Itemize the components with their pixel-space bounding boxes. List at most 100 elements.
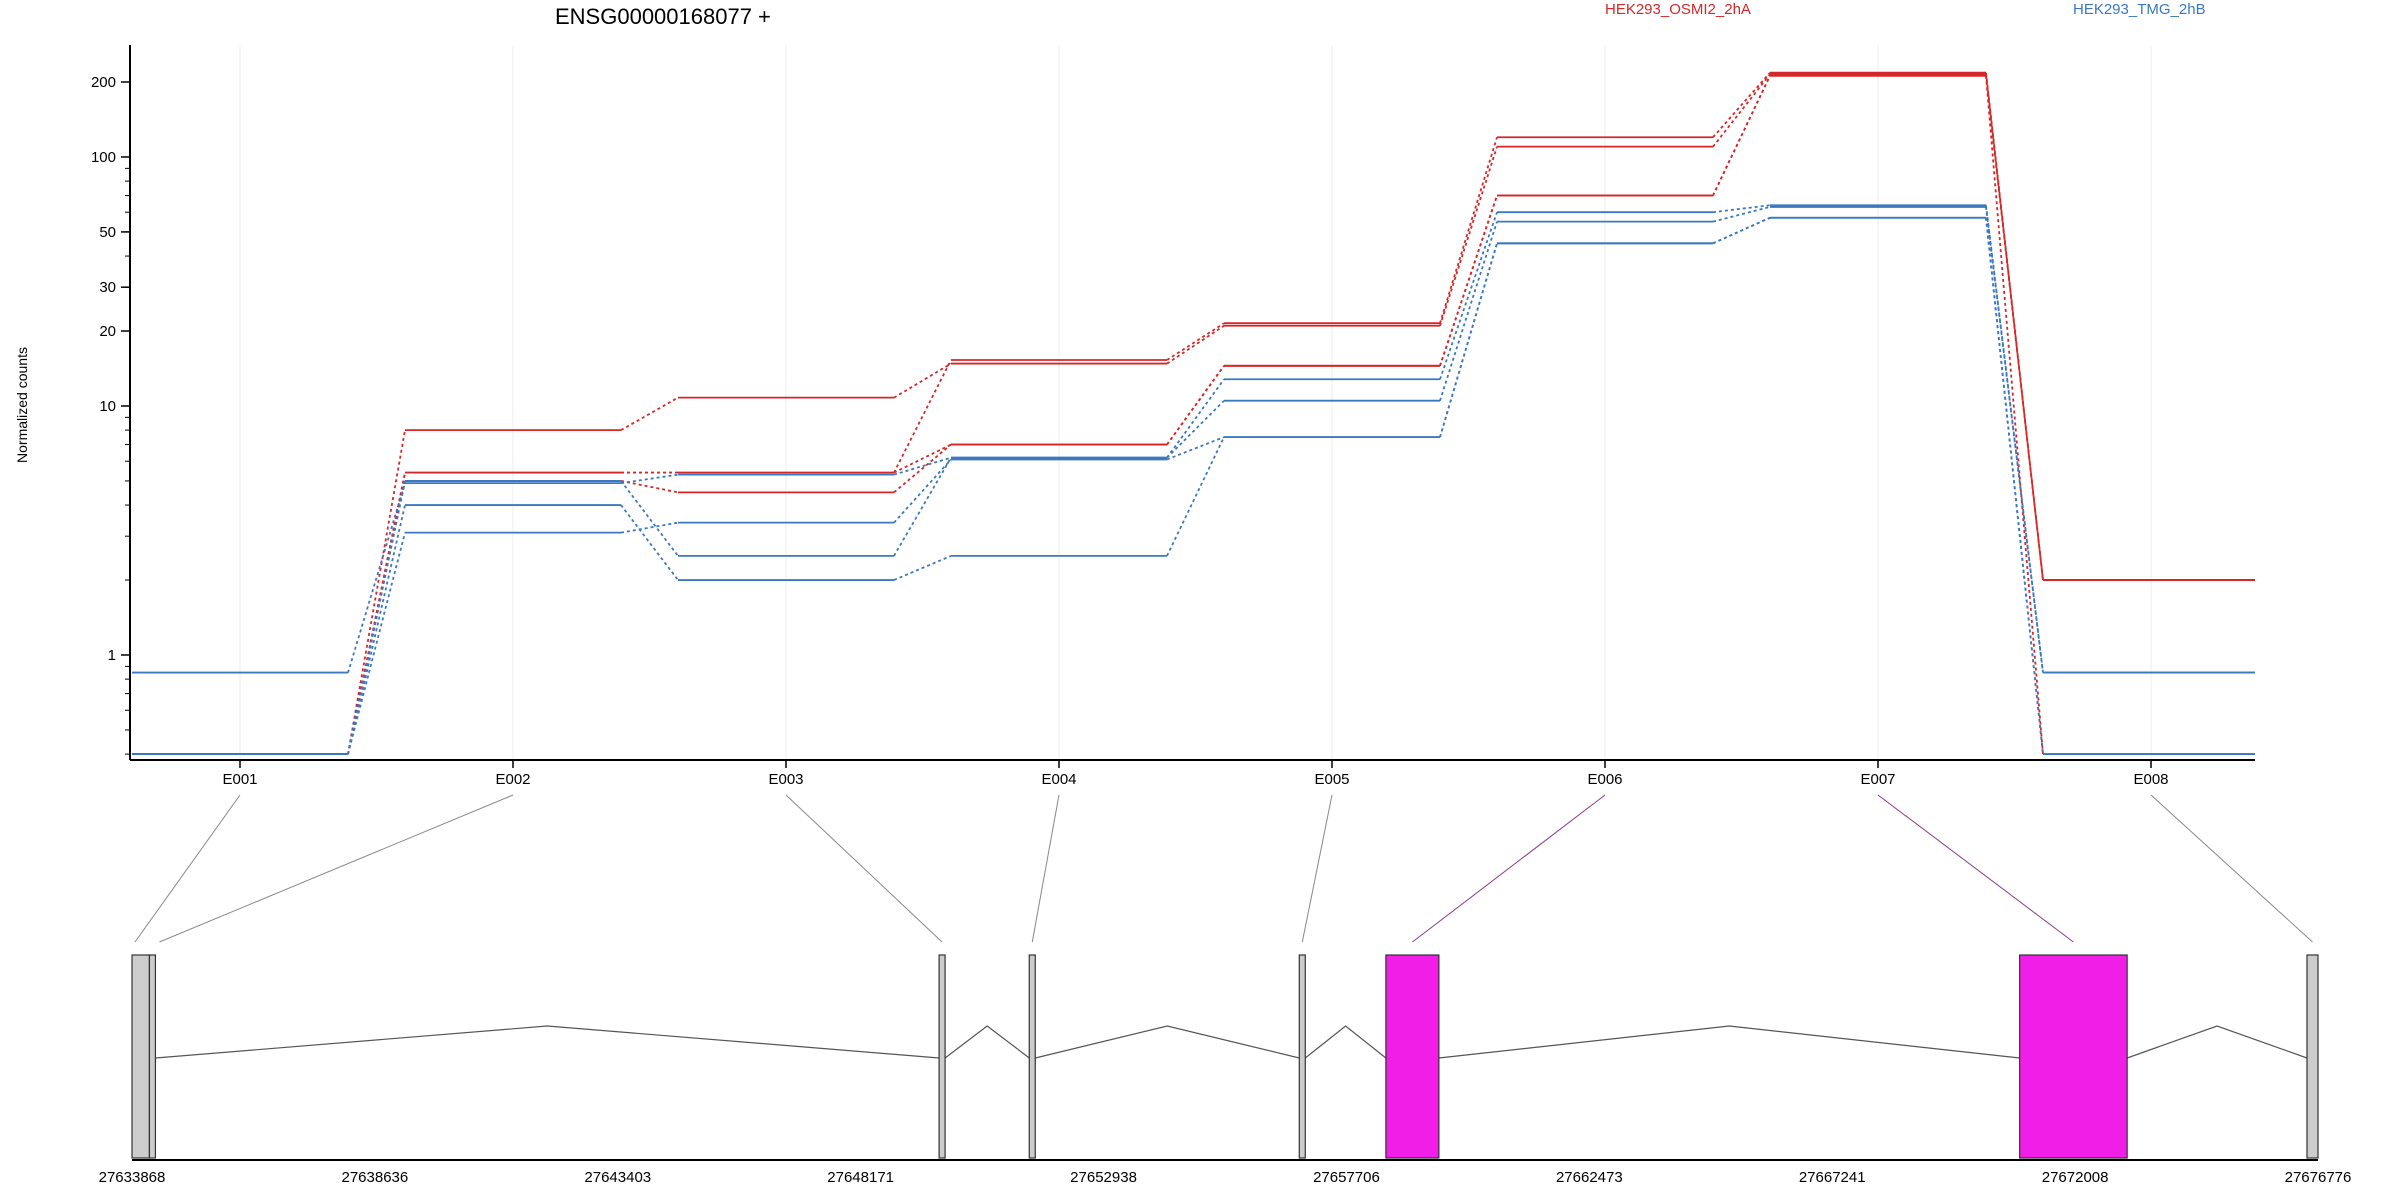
series-tmg-7	[132, 216, 2255, 755]
series-link	[893, 443, 952, 474]
coordinate-tick-label: 27672008	[2042, 1169, 2109, 1186]
connector-E004	[1031, 794, 1060, 943]
series-link	[893, 362, 952, 399]
y-tick-label: 200	[91, 74, 116, 91]
series-link	[1985, 75, 2044, 755]
series-lines	[132, 71, 2255, 755]
connector-E006	[1412, 794, 1606, 943]
series-osmi-3	[132, 74, 2255, 755]
connector-E007	[1877, 794, 2074, 943]
coordinate-tick-label: 27643403	[584, 1169, 651, 1186]
grid-lines	[239, 45, 2152, 760]
legend-entry-tmg: HEK293_TMG_2hB	[2073, 1, 2206, 18]
series-link	[1166, 436, 1225, 557]
series-link	[1166, 436, 1225, 461]
gene-model	[131, 954, 2319, 1159]
series-link	[1166, 378, 1225, 459]
x-tick-label: E004	[1041, 771, 1076, 788]
series-link	[1166, 322, 1225, 361]
y-tick-label: 10	[99, 398, 116, 415]
exon-E007	[2019, 954, 2128, 1159]
exon-E001	[131, 954, 151, 1159]
series-link	[347, 504, 406, 755]
intron-line	[155, 1025, 940, 1059]
exon-E006	[1385, 954, 1440, 1159]
series-link	[620, 473, 679, 485]
series-link	[1712, 72, 1771, 138]
legend-entry-osmi: HEK293_OSMI2_2hA	[1605, 1, 1751, 18]
x-tick-label: E005	[1314, 771, 1349, 788]
x-tick-label: E007	[1860, 771, 1895, 788]
coordinate-tick-label: 27662473	[1556, 1169, 1623, 1186]
series-osmi-4	[132, 74, 2255, 755]
series-tmg-5	[132, 206, 2255, 674]
connector-E008	[2150, 794, 2313, 943]
exon-E003	[938, 954, 946, 1159]
series-link	[620, 521, 679, 534]
series-link	[893, 359, 952, 474]
series-link	[1985, 205, 2044, 673]
y-axis-label: Normalized counts	[14, 347, 30, 463]
series-link	[893, 457, 952, 557]
series-link	[347, 480, 406, 755]
coordinate-tick-label: 27652938	[1070, 1169, 1137, 1186]
x-axis: E001 E002 E003 E004 E005 E006 E007 E008	[130, 759, 2255, 788]
x-tick-label: E002	[495, 771, 530, 788]
x-tick-label: E001	[222, 771, 257, 788]
y-tick-label: 1	[108, 647, 116, 664]
series-link	[620, 480, 679, 494]
series-link	[1439, 146, 1498, 327]
series-link	[1712, 216, 1771, 245]
connector-E005	[1301, 794, 1333, 943]
series-tmg-6	[132, 204, 2255, 755]
connector-E002	[159, 794, 514, 943]
coordinate-tick-label: 27667241	[1799, 1169, 1866, 1186]
series-osmi-2	[132, 71, 2255, 755]
series-link	[893, 443, 952, 494]
coordinate-tick-label: 27638636	[342, 1169, 409, 1186]
series-link	[1439, 243, 1498, 438]
y-tick-label: 30	[99, 279, 116, 296]
exon-E002	[148, 954, 157, 1159]
series-link	[1439, 221, 1498, 401]
series-link	[1712, 206, 1771, 223]
y-axis: 1 10 20 30 50 100 200	[91, 45, 131, 760]
series-link	[347, 532, 406, 755]
series-link	[893, 458, 952, 524]
coordinate-tick-label: 27657706	[1313, 1169, 1380, 1186]
y-tick-label: 100	[91, 149, 116, 166]
series-link	[347, 482, 406, 673]
exon-E004	[1028, 954, 1036, 1159]
series-link	[1985, 217, 2044, 755]
intron-line	[1438, 1025, 2020, 1059]
connector-lines	[134, 794, 2313, 943]
series-link	[1439, 195, 1498, 367]
series-link	[893, 555, 952, 581]
series-link	[893, 456, 952, 476]
series-osmi-1	[132, 73, 2255, 755]
intron-line	[1304, 1025, 1387, 1059]
series-link	[620, 480, 679, 557]
chart-title: ENSG00000168077 +	[555, 4, 771, 29]
y-tick-label: 50	[99, 224, 116, 241]
series-link	[347, 429, 406, 755]
series-link	[1712, 75, 1771, 196]
series-link	[1166, 365, 1225, 446]
series-link	[1985, 72, 2044, 581]
series-link	[620, 396, 679, 431]
intron-line	[944, 1025, 1030, 1059]
series-tmg-8	[132, 216, 2255, 755]
x-tick-label: E006	[1587, 771, 1622, 788]
exon-E005	[1298, 954, 1306, 1159]
coordinate-tick-label: 27648171	[827, 1169, 894, 1186]
y-tick-label: 20	[99, 323, 116, 340]
coordinate-axis: 27633868 27638636 27643403 27648171 27652938…	[99, 1159, 2352, 1186]
coordinate-tick-label: 27676776	[2285, 1169, 2352, 1186]
coordinate-tick-label: 27633868	[99, 1169, 166, 1186]
series-link	[1166, 324, 1225, 365]
series-link	[620, 504, 679, 581]
x-tick-label: E003	[768, 771, 803, 788]
exon-E008	[2306, 954, 2319, 1159]
x-tick-label: E008	[2133, 771, 2168, 788]
